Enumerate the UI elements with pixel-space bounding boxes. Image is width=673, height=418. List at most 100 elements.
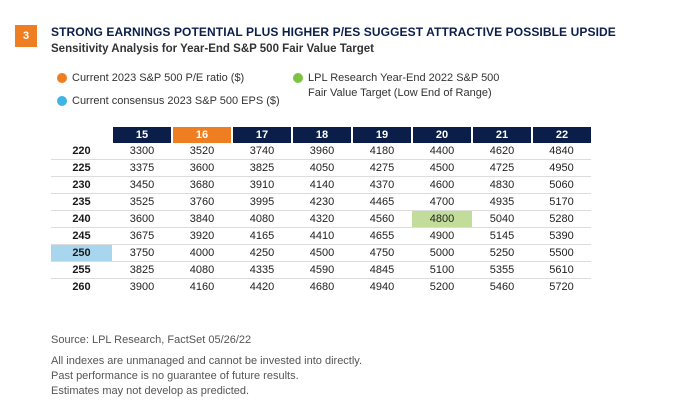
disclaimer-line: All indexes are unmanaged and cannot be … — [51, 355, 363, 367]
table-cell: 4560 — [369, 213, 395, 225]
table-cell: 5355 — [489, 264, 515, 276]
table-cell: 4900 — [429, 230, 455, 242]
table-row: 225 3375 3600 3825 4050 4275 4500 4725 4950 — [51, 159, 591, 177]
table-cell: 4600 — [429, 179, 455, 191]
disclaimer: All indexes are unmanaged and cannot be … — [51, 354, 362, 399]
figure-number-badge: 3 — [15, 25, 37, 47]
row-header-eps-250: 250 — [51, 244, 112, 262]
table-cell: 3600 — [129, 213, 155, 225]
table-cell: 3675 — [129, 230, 155, 242]
table-cell: 5460 — [489, 281, 515, 293]
table-cell: 3450 — [129, 179, 155, 191]
table-cell: 4230 — [309, 196, 335, 208]
column-header-pe-20: 20 — [411, 127, 472, 143]
table-cell: 5060 — [549, 179, 574, 191]
table-cell: 5100 — [429, 264, 455, 276]
row-header-eps-255: 255 — [72, 264, 91, 276]
table-cell: 4320 — [309, 213, 335, 225]
legend-label-target-line1: LPL Research Year-End 2022 S&P 500 — [308, 72, 500, 84]
table-cell: 5000 — [429, 247, 455, 259]
table-cell: 4500 — [309, 247, 335, 259]
disclaimer-line: Past performance is no guarantee of futu… — [51, 370, 299, 382]
table-cell: 5040 — [489, 213, 515, 225]
table-cell: 4160 — [189, 281, 215, 293]
table-row: 220 3300 3520 3740 3960 4180 4400 4620 4840 — [51, 143, 591, 160]
table-cell: 4840 — [549, 145, 574, 157]
table-cell: 3600 — [189, 162, 215, 174]
legend-label-pe-ratio: Current 2023 S&P 500 P/E ratio ($) — [72, 72, 245, 84]
table-row: 240 3600 3840 4080 4320 4560 4800 5040 5280 — [51, 210, 591, 228]
table-cell: 4500 — [429, 162, 455, 174]
table-cell: 3750 — [129, 247, 155, 259]
table-cell: 4275 — [369, 162, 395, 174]
table-cell: 5390 — [549, 230, 574, 242]
table-cell: 4655 — [369, 230, 395, 242]
table-cell: 4680 — [309, 281, 335, 293]
table-row: 230 3450 3680 3910 4140 4370 4600 4830 5060 — [51, 176, 591, 194]
table-cell: 4620 — [489, 145, 515, 157]
table-cell: 4940 — [369, 281, 395, 293]
chart-subtitle: Sensitivity Analysis for Year-End S&P 50… — [51, 43, 374, 55]
row-header-eps-225: 225 — [72, 162, 91, 174]
disclaimer-line: Estimates may not develop as predicted. — [51, 385, 250, 397]
chart-title: STRONG EARNINGS POTENTIAL PLUS HIGHER P/… — [51, 25, 616, 39]
table-row: 245 3675 3920 4165 4410 4655 4900 5145 5390 — [51, 227, 591, 245]
legend-label-eps: Current consensus 2023 S&P 500 EPS ($) — [72, 95, 280, 107]
table-cell: 4800 — [412, 210, 472, 228]
table-corner-cell — [51, 127, 112, 143]
table-cell: 4420 — [249, 281, 275, 293]
table-cell: 5720 — [549, 281, 574, 293]
table-cell: 5200 — [429, 281, 455, 293]
blue-dot-icon — [57, 96, 67, 106]
table-cell: 3300 — [129, 145, 155, 157]
table-cell: 4140 — [309, 179, 335, 191]
table-cell: 4370 — [369, 179, 395, 191]
table-cell: 4180 — [369, 145, 395, 157]
table-cell: 4935 — [489, 196, 515, 208]
green-dot-icon — [293, 73, 303, 83]
table-cell: 3680 — [189, 179, 215, 191]
legend-label-target-line2: Fair Value Target (Low End of Range) — [308, 87, 492, 99]
sensitivity-table: 15 16 17 18 19 20 21 22 220 3300 3520 3740 3960 4180… — [51, 127, 591, 295]
row-header-eps-230: 230 — [72, 179, 91, 191]
column-header-pe-22: 22 — [531, 127, 591, 143]
table-cell: 4830 — [489, 179, 515, 191]
table-row: 250 3750 4000 4250 4500 4750 5000 5250 5500 — [51, 244, 591, 262]
table-cell: 4410 — [309, 230, 335, 242]
orange-dot-icon — [57, 73, 67, 83]
table-cell: 4400 — [429, 145, 455, 157]
row-header-eps-240: 240 — [72, 213, 91, 225]
table-cell: 4950 — [549, 162, 574, 174]
table-cell: 5280 — [549, 213, 574, 225]
table-cell: 3920 — [189, 230, 215, 242]
table-header-row: 15 16 17 18 19 20 21 22 — [51, 127, 591, 143]
table-cell: 3740 — [249, 145, 275, 157]
table-cell: 4700 — [429, 196, 455, 208]
source-note: Source: LPL Research, FactSet 05/26/22 — [51, 334, 252, 346]
table-cell: 3825 — [129, 264, 155, 276]
table-cell: 4845 — [369, 264, 395, 276]
column-header-pe-19: 19 — [351, 127, 412, 143]
table-cell: 3900 — [129, 281, 155, 293]
table-cell: 4080 — [189, 264, 215, 276]
column-header-pe-17: 17 — [231, 127, 292, 143]
column-header-pe-16: 16 — [171, 127, 232, 143]
table-cell: 5145 — [489, 230, 515, 242]
table-cell: 5250 — [489, 247, 515, 259]
column-header-pe-15: 15 — [111, 127, 172, 143]
table-cell: 4465 — [369, 196, 395, 208]
table-cell: 4590 — [309, 264, 335, 276]
table-cell: 5610 — [549, 264, 574, 276]
table-cell: 4080 — [249, 213, 275, 225]
column-header-pe-21: 21 — [471, 127, 532, 143]
table-row: 255 3825 4080 4335 4590 4845 5100 5355 5610 — [51, 261, 591, 279]
table-cell: 4000 — [189, 247, 215, 259]
table-cell: 3525 — [129, 196, 155, 208]
table-cell: 3910 — [249, 179, 275, 191]
column-header-pe-18: 18 — [291, 127, 352, 143]
table-cell: 3375 — [129, 162, 155, 174]
row-header-eps-245: 245 — [72, 230, 91, 242]
table-cell: 5170 — [549, 196, 574, 208]
table-row: 235 3525 3760 3995 4230 4465 4700 4935 5170 — [51, 193, 591, 211]
table-cell: 4250 — [249, 247, 275, 259]
